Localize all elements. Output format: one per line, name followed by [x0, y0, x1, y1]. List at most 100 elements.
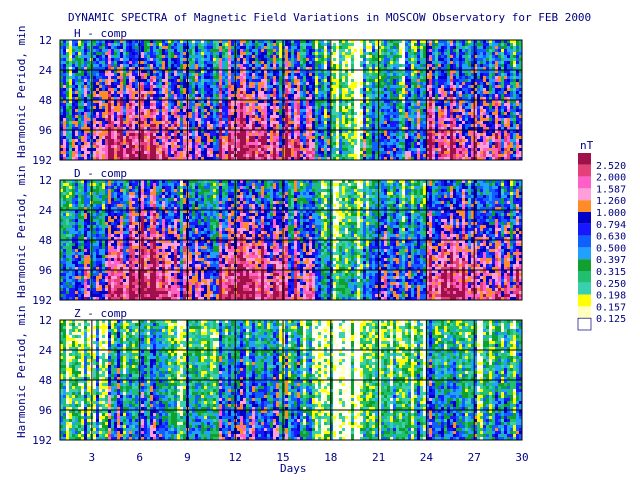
spectral-cell [132, 58, 136, 62]
spectral-cell [255, 85, 259, 89]
spectral-cell [414, 103, 418, 107]
spectral-cell [123, 151, 127, 155]
spectral-cell [390, 115, 394, 119]
spectral-cell [426, 67, 430, 71]
spectral-cell [327, 130, 331, 134]
spectral-cell [102, 121, 106, 125]
spectral-cell [150, 58, 154, 62]
spectral-cell [273, 76, 277, 80]
spectral-cell [237, 94, 241, 98]
spectral-cell [333, 154, 337, 158]
spectral-cell [171, 103, 175, 107]
spectral-cell [342, 91, 346, 95]
spectral-cell [417, 88, 421, 92]
spectral-cell [264, 97, 268, 101]
spectral-cell [249, 106, 253, 110]
spectral-cell [390, 121, 394, 125]
spectral-cell [327, 79, 331, 83]
spectral-cell [66, 73, 70, 77]
spectral-cell [339, 55, 343, 59]
spectral-cell [249, 124, 253, 128]
spectral-cell [195, 112, 199, 116]
spectral-cell [201, 133, 205, 137]
spectral-cell [144, 118, 148, 122]
spectral-cell [87, 91, 91, 95]
spectral-cell [72, 58, 76, 62]
spectral-cell [81, 82, 85, 86]
spectral-cell [267, 130, 271, 134]
spectral-cell [144, 97, 148, 101]
spectral-cell [240, 124, 244, 128]
spectral-cell [144, 64, 148, 68]
spectral-cell [192, 130, 196, 134]
spectral-cell [345, 115, 349, 119]
spectral-cell [69, 46, 73, 50]
spectral-cell [282, 109, 286, 113]
spectral-cell [183, 121, 187, 125]
spectral-cell [324, 154, 328, 158]
spectral-cell [423, 151, 427, 155]
spectral-cell [159, 100, 163, 104]
spectral-cell [75, 70, 79, 74]
spectral-cell [270, 55, 274, 59]
spectral-cell [258, 121, 262, 125]
spectral-cell [426, 97, 430, 101]
spectral-cell [105, 154, 109, 158]
spectral-cell [267, 94, 271, 98]
spectral-cell [147, 157, 151, 161]
spectral-cell [327, 142, 331, 146]
spectral-cell [306, 127, 310, 131]
spectral-cell [264, 67, 268, 71]
spectral-cell [252, 154, 256, 158]
spectral-cell [318, 79, 322, 83]
spectral-cell [402, 115, 406, 119]
spectral-cell [237, 46, 241, 50]
spectral-cell [78, 124, 82, 128]
spectral-cell [393, 157, 397, 161]
spectral-cell [252, 46, 256, 50]
spectral-cell [378, 124, 382, 128]
spectral-cell [276, 115, 280, 119]
spectral-cell [219, 133, 223, 137]
spectral-cell [366, 136, 370, 140]
spectral-cell [81, 49, 85, 53]
spectral-cell [387, 133, 391, 137]
spectral-cell [144, 148, 148, 152]
spectral-cell [192, 46, 196, 50]
spectral-cell [327, 157, 331, 161]
spectral-cell [300, 88, 304, 92]
spectral-cell [147, 76, 151, 80]
spectral-cell [396, 133, 400, 137]
spectral-cell [60, 82, 64, 86]
spectral-cell [285, 130, 289, 134]
spectral-cell [333, 94, 337, 98]
spectral-cell [147, 130, 151, 134]
spectral-cell [360, 46, 364, 50]
spectral-cell [261, 64, 265, 68]
spectral-cell [246, 145, 250, 149]
spectral-cell [288, 157, 292, 161]
spectral-cell [105, 121, 109, 125]
spectral-cell [66, 43, 70, 47]
spectral-cell [135, 118, 139, 122]
spectral-cell [237, 115, 241, 119]
spectral-cell [78, 49, 82, 53]
spectral-cell [405, 115, 409, 119]
spectral-cell [246, 121, 250, 125]
spectral-cell [69, 79, 73, 83]
spectral-cell [96, 55, 100, 59]
spectral-cell [399, 67, 403, 71]
spectral-cell [213, 76, 217, 80]
spectral-cell [108, 157, 112, 161]
spectral-cell [348, 73, 352, 77]
spectral-cell [249, 46, 253, 50]
spectral-cell [426, 52, 430, 56]
spectral-cell [342, 124, 346, 128]
spectral-cell [351, 145, 355, 149]
spectral-cell [171, 97, 175, 101]
spectral-cell [402, 103, 406, 107]
spectral-cell [366, 115, 370, 119]
spectral-cell [93, 49, 97, 53]
spectral-cell [267, 127, 271, 131]
spectral-cell [171, 151, 175, 155]
